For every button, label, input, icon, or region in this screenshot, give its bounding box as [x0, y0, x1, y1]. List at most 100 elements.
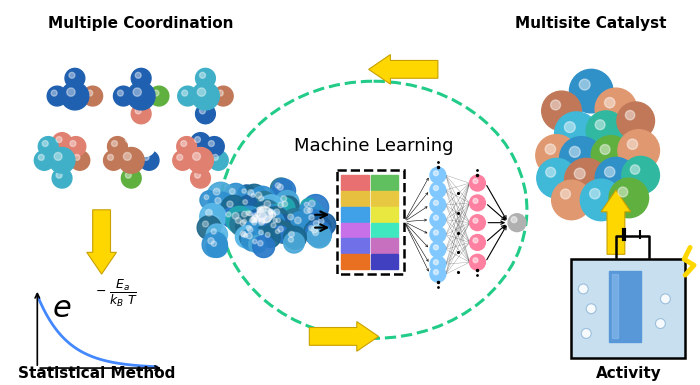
Circle shape: [244, 208, 262, 225]
Circle shape: [433, 260, 438, 265]
Circle shape: [241, 228, 265, 251]
Circle shape: [133, 88, 141, 96]
Circle shape: [600, 144, 610, 154]
Circle shape: [111, 141, 118, 147]
Circle shape: [559, 137, 603, 180]
Circle shape: [313, 230, 319, 236]
Circle shape: [304, 207, 310, 214]
Circle shape: [54, 152, 62, 161]
Circle shape: [288, 211, 315, 238]
Circle shape: [270, 215, 286, 231]
Circle shape: [318, 218, 324, 224]
Circle shape: [251, 213, 270, 232]
Circle shape: [190, 168, 211, 188]
Circle shape: [118, 90, 123, 96]
Circle shape: [277, 196, 300, 218]
Text: $-\ \dfrac{E_a}{k_B\ T}$: $-\ \dfrac{E_a}{k_B\ T}$: [95, 278, 138, 310]
Circle shape: [241, 211, 247, 217]
Circle shape: [258, 219, 265, 225]
Circle shape: [274, 209, 279, 215]
Circle shape: [273, 198, 295, 219]
Circle shape: [314, 221, 319, 226]
Circle shape: [246, 233, 252, 239]
Circle shape: [312, 226, 318, 233]
Circle shape: [254, 191, 274, 212]
Circle shape: [655, 319, 666, 328]
Circle shape: [190, 133, 211, 152]
Circle shape: [561, 189, 570, 199]
Circle shape: [308, 216, 331, 238]
Circle shape: [149, 86, 169, 106]
Circle shape: [470, 234, 485, 250]
Circle shape: [470, 215, 485, 231]
Circle shape: [65, 104, 85, 124]
Circle shape: [630, 165, 640, 174]
Circle shape: [542, 91, 581, 131]
Circle shape: [237, 228, 256, 247]
Circle shape: [121, 168, 141, 188]
Circle shape: [132, 69, 151, 88]
Circle shape: [595, 157, 637, 199]
Circle shape: [511, 217, 517, 223]
Circle shape: [243, 200, 248, 204]
Circle shape: [473, 238, 478, 243]
Circle shape: [247, 216, 267, 235]
Circle shape: [595, 120, 605, 130]
Circle shape: [56, 137, 62, 142]
Circle shape: [508, 214, 526, 231]
Circle shape: [226, 206, 253, 233]
Circle shape: [275, 229, 279, 234]
Circle shape: [258, 210, 285, 237]
Circle shape: [188, 147, 214, 173]
Circle shape: [209, 141, 214, 147]
Circle shape: [617, 102, 655, 140]
Circle shape: [298, 201, 324, 227]
Circle shape: [473, 258, 478, 263]
Circle shape: [260, 206, 266, 212]
Circle shape: [609, 178, 649, 218]
Circle shape: [470, 254, 485, 270]
Circle shape: [258, 195, 284, 221]
Circle shape: [207, 182, 234, 209]
Circle shape: [258, 241, 263, 246]
Circle shape: [242, 189, 246, 193]
Circle shape: [592, 136, 631, 175]
Circle shape: [248, 227, 253, 232]
Circle shape: [206, 224, 228, 245]
Circle shape: [569, 69, 613, 113]
Circle shape: [259, 230, 263, 235]
Circle shape: [304, 221, 324, 241]
Circle shape: [589, 189, 600, 199]
Circle shape: [199, 204, 226, 230]
Circle shape: [278, 202, 284, 208]
Text: Activity: Activity: [596, 365, 661, 380]
Circle shape: [552, 180, 592, 220]
Circle shape: [56, 172, 62, 178]
Circle shape: [181, 141, 187, 147]
Circle shape: [195, 69, 216, 88]
Circle shape: [269, 210, 273, 214]
Circle shape: [268, 209, 274, 214]
Circle shape: [42, 141, 48, 147]
Circle shape: [554, 112, 598, 156]
Circle shape: [272, 214, 290, 232]
Circle shape: [625, 110, 635, 120]
Circle shape: [212, 154, 218, 161]
Circle shape: [605, 97, 615, 108]
Circle shape: [246, 225, 251, 230]
Circle shape: [211, 241, 216, 246]
Circle shape: [258, 196, 264, 201]
Circle shape: [135, 72, 141, 78]
Circle shape: [270, 211, 276, 217]
Circle shape: [284, 232, 304, 253]
Bar: [341, 191, 369, 206]
Circle shape: [430, 212, 446, 228]
Circle shape: [52, 133, 72, 152]
Circle shape: [195, 172, 200, 178]
Circle shape: [118, 147, 144, 173]
Circle shape: [304, 210, 326, 231]
Circle shape: [430, 241, 446, 257]
Circle shape: [221, 208, 241, 228]
Circle shape: [202, 232, 228, 257]
Circle shape: [251, 208, 270, 226]
